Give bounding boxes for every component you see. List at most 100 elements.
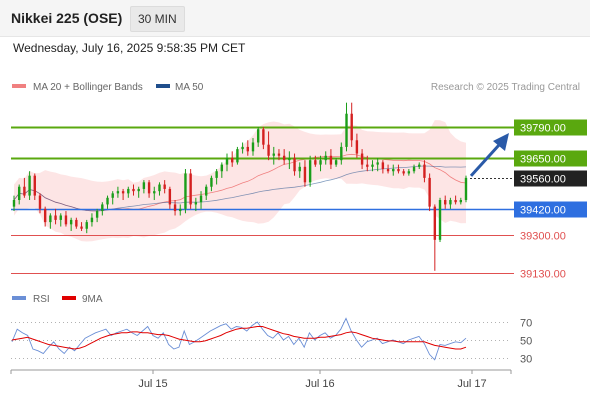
candle-body <box>116 191 120 194</box>
candle-body <box>194 202 198 205</box>
candle-body <box>272 153 275 156</box>
candle-body <box>412 166 416 172</box>
instrument-title: Nikkei 225 (OSE) <box>11 10 123 26</box>
ma50-legend-label: MA 50 <box>175 82 204 93</box>
candle <box>17 184 21 205</box>
candle-body <box>267 144 270 156</box>
candle-body <box>33 175 36 196</box>
candle-body <box>54 215 57 220</box>
candle <box>392 164 395 176</box>
candle <box>386 164 390 174</box>
candle-body <box>314 160 317 165</box>
candle-body <box>459 200 463 203</box>
candle <box>95 208 99 223</box>
candle-body <box>433 206 437 240</box>
rsi-line <box>11 317 467 361</box>
candle <box>459 197 463 205</box>
candle-body <box>23 186 26 196</box>
candle-body <box>371 164 374 167</box>
candle <box>49 213 52 229</box>
candle-body <box>215 171 218 178</box>
candle-body <box>256 129 260 143</box>
candle-body <box>293 157 296 172</box>
candle <box>90 213 94 227</box>
ma20-legend-swatch <box>12 84 26 88</box>
candle-body <box>423 164 426 178</box>
candle-body <box>449 200 452 205</box>
rsi-legend-label: RSI <box>33 294 50 305</box>
forecast-arrow <box>469 133 509 177</box>
candle-body <box>64 215 68 225</box>
candle <box>371 160 374 172</box>
candle-body <box>69 219 73 225</box>
candle <box>168 186 172 209</box>
timeframe-button[interactable]: 30 MIN <box>130 6 185 32</box>
ma9-legend-label: 9MA <box>82 294 103 305</box>
level-label-text: 39130.00 <box>520 269 566 281</box>
candle <box>272 146 275 165</box>
candle-body <box>173 204 177 212</box>
rsi-tick-label: 70 <box>520 318 532 330</box>
candle-body <box>418 164 421 167</box>
candle <box>251 138 255 156</box>
candle <box>28 171 31 200</box>
candle <box>423 160 426 183</box>
candle-body <box>319 160 322 165</box>
candle-body <box>168 188 172 205</box>
candle <box>127 186 130 198</box>
candle-body <box>111 193 114 198</box>
candle <box>179 204 182 216</box>
candle-body <box>392 169 395 172</box>
candle <box>85 219 88 234</box>
candle-body <box>80 226 83 229</box>
candle <box>241 142 244 154</box>
candle-body <box>241 146 244 150</box>
candle-body <box>386 169 390 172</box>
candle-body <box>407 171 411 174</box>
x-tick-label: Jul 17 <box>457 378 486 390</box>
candle-body <box>28 175 31 196</box>
x-axis-labels: Jul 15 Jul 16 Jul 17 <box>10 370 512 390</box>
candle <box>360 149 364 170</box>
candle-body <box>199 195 203 203</box>
candle-body <box>402 171 405 174</box>
level-label-text: 39650.00 <box>520 154 566 166</box>
candle-body <box>345 113 348 147</box>
candle-body <box>236 149 239 163</box>
candle-body <box>142 182 146 189</box>
bollinger-band-area <box>14 120 466 242</box>
research-credit: Research © 2025 Trading Central <box>431 82 580 93</box>
level-label-39650: 39650.00 <box>514 150 587 167</box>
candle <box>397 164 400 174</box>
candle-body <box>282 155 286 161</box>
candle-body <box>381 162 385 170</box>
candle <box>428 173 431 212</box>
ma20-legend-label: MA 20 + Bollinger Bands <box>33 82 143 93</box>
candle-body <box>366 164 369 167</box>
candle <box>329 149 333 170</box>
candle-body <box>121 191 125 194</box>
level-label-39420: 39420.00 <box>514 201 587 218</box>
candle-body <box>340 146 343 161</box>
level-label-39560: 39560.00 <box>514 170 587 187</box>
candle-body <box>428 177 431 207</box>
candle-body <box>397 169 400 172</box>
candle <box>116 186 120 198</box>
chart-header: Nikkei 225 (OSE) 30 MIN <box>0 0 590 37</box>
candle <box>298 162 301 178</box>
candle-body <box>355 140 359 154</box>
candle-body <box>303 166 307 183</box>
candle <box>355 133 359 158</box>
candle-body <box>17 186 21 200</box>
level-label-box <box>514 150 587 167</box>
candle-body <box>49 215 52 223</box>
level-label-text: 39300.00 <box>520 231 566 243</box>
candle <box>407 169 411 176</box>
candle <box>75 217 78 229</box>
level-label-box <box>514 170 587 187</box>
candle <box>194 197 198 212</box>
level-label-text: 39790.00 <box>520 123 566 135</box>
candle-body <box>334 160 338 165</box>
candle-body <box>464 177 468 200</box>
